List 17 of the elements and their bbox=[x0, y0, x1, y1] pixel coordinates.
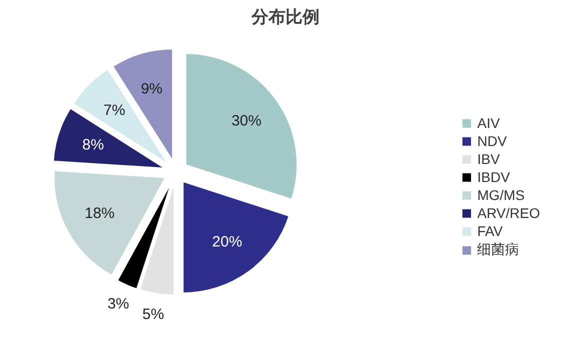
legend-label: AIV bbox=[477, 115, 500, 131]
data-label: 3% bbox=[107, 296, 130, 313]
data-label: 20% bbox=[212, 233, 242, 250]
legend-label: NDV bbox=[477, 133, 507, 149]
legend-label: MG/MS bbox=[477, 187, 525, 203]
legend-label: 细菌病 bbox=[477, 241, 520, 259]
data-label: 8% bbox=[82, 136, 104, 154]
data-label: 7% bbox=[104, 102, 126, 120]
legend-label: FAV bbox=[477, 223, 503, 239]
chart-title: 分布比例 bbox=[250, 8, 320, 28]
legend-label: IBV bbox=[477, 151, 500, 167]
legend-label: ARV/REO bbox=[477, 205, 540, 221]
data-label: 30% bbox=[231, 112, 262, 130]
data-label: 18% bbox=[84, 205, 115, 222]
data-label: 5% bbox=[142, 306, 164, 323]
legend-label: IBDV bbox=[477, 169, 510, 185]
data-label: 9% bbox=[140, 80, 163, 98]
